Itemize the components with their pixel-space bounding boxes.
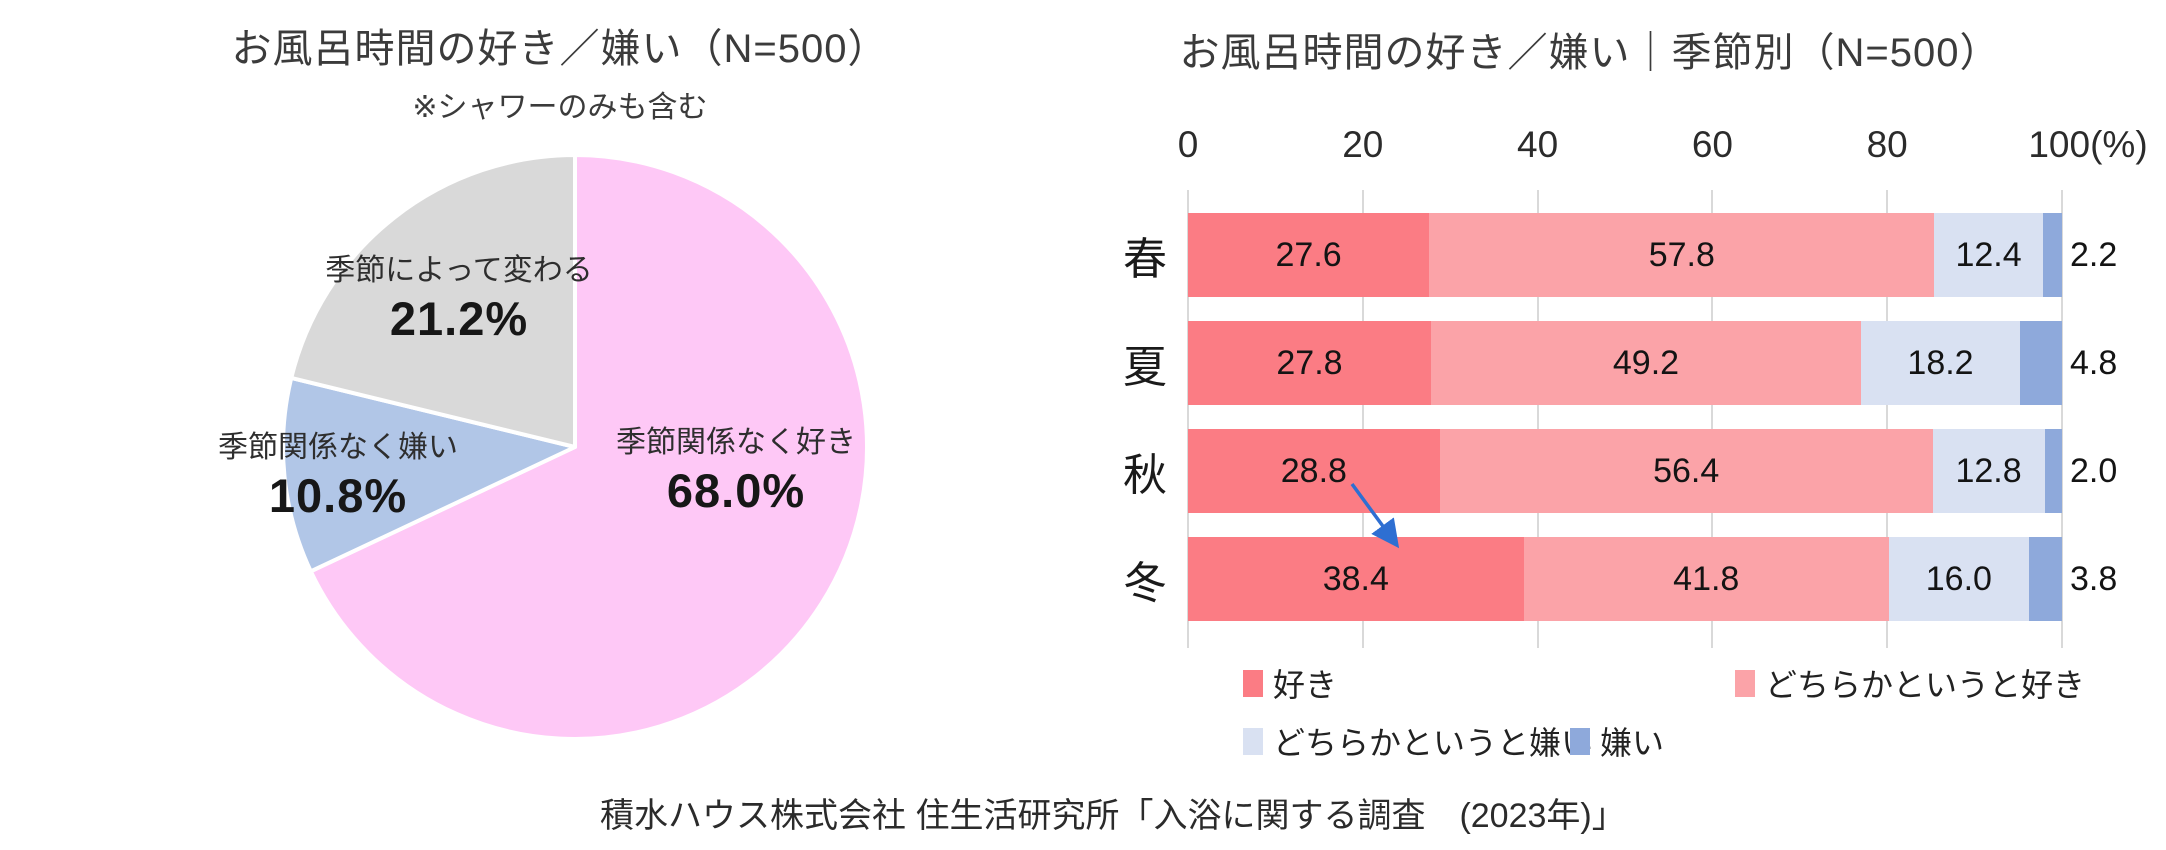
pie-chart bbox=[280, 153, 869, 741]
bar-segment: 38.4 bbox=[1188, 537, 1524, 621]
bar-value-label: 28.8 bbox=[1280, 451, 1347, 490]
legend-label: 好き bbox=[1273, 667, 1338, 703]
gridline bbox=[1187, 190, 1189, 648]
pie-slice bbox=[280, 375, 577, 574]
gridline bbox=[2061, 190, 2063, 648]
legend-swatch bbox=[1243, 669, 1263, 697]
bar-value-label: 2.0 bbox=[2070, 451, 2118, 490]
legend-item: どちらかというと嫌い bbox=[1243, 718, 1593, 764]
bar-value-label: 27.8 bbox=[1276, 343, 1343, 382]
pie-chart-subtitle: ※シャワーのみも含む bbox=[412, 91, 708, 124]
bar-chart-title: お風呂時間の好き／嫌い｜季節別（N=500） bbox=[1179, 31, 2001, 75]
pie-slice bbox=[308, 153, 869, 741]
pie-chart-title: お風呂時間の好き／嫌い（N=500） bbox=[231, 27, 889, 71]
pie-slice bbox=[289, 153, 577, 449]
pie-slice-value: 10.8% bbox=[268, 468, 408, 522]
pie-slice-value: 68.0% bbox=[666, 463, 806, 517]
bar-segment: 12.8 bbox=[1932, 429, 2045, 513]
gridline bbox=[1886, 190, 1889, 648]
x-axis: 0 20 40 60 80 100(%) bbox=[1178, 124, 2148, 174]
bar-row: 38.4 41.8 16.0 3.8 bbox=[1188, 537, 2117, 621]
x-axis-tick: 40 bbox=[1517, 124, 1559, 165]
bar-segment bbox=[2044, 429, 2062, 513]
legend-label: 嫌い bbox=[1600, 725, 1665, 761]
bar-segment: 16.0 bbox=[1888, 537, 2029, 621]
bar-segment bbox=[2020, 321, 2062, 405]
bar-row: 27.8 49.2 18.2 4.8 bbox=[1188, 321, 2117, 405]
category-label: 春 bbox=[1123, 235, 1167, 284]
pie-slice-name: 季節関係なく好き bbox=[616, 425, 856, 459]
category-label: 秋 bbox=[1123, 451, 1167, 500]
source-caption: 積水ハウス株式会社 住生活研究所「入浴に関する調査 (2023年)」 bbox=[600, 797, 1626, 835]
bar-value-label: 16.0 bbox=[1925, 559, 1992, 598]
gridline bbox=[1711, 190, 1714, 648]
pie-label-like: 季節関係なく好き 68.0% bbox=[616, 424, 856, 520]
legend-label: どちらかというと嫌い bbox=[1273, 725, 1594, 761]
x-axis-tick: 20 bbox=[1342, 124, 1384, 165]
bar-segment bbox=[2028, 537, 2062, 621]
bar-value-label: 41.8 bbox=[1673, 559, 1740, 598]
category-label: 夏 bbox=[1123, 343, 1167, 392]
category-label: 冬 bbox=[1123, 559, 1167, 608]
bar-segment: 49.2 bbox=[1430, 321, 1861, 405]
bar-value-label: 18.2 bbox=[1907, 343, 1974, 382]
bar-segment: 57.8 bbox=[1429, 213, 1935, 297]
bar-value-label: 56.4 bbox=[1653, 451, 1720, 490]
bar-value-label: 12.8 bbox=[1955, 451, 2022, 490]
bar-value-label: 49.2 bbox=[1612, 343, 1680, 382]
gridline bbox=[1361, 190, 1364, 648]
legend-swatch bbox=[1243, 727, 1263, 755]
bar-value-label: 27.6 bbox=[1275, 235, 1342, 274]
legend-swatch bbox=[1570, 727, 1590, 755]
bar-row: 27.6 57.8 12.4 2.2 bbox=[1188, 213, 2117, 297]
pie-slice-name: 季節関係なく嫌い bbox=[218, 430, 458, 464]
x-axis-tick: 60 bbox=[1691, 124, 1733, 165]
bar-segment: 18.2 bbox=[1860, 321, 2021, 405]
bar-segment bbox=[2042, 213, 2062, 297]
legend-item: どちらかというと好き bbox=[1735, 660, 2085, 706]
bar-segment: 27.6 bbox=[1188, 213, 1430, 297]
bar-segment: 41.8 bbox=[1523, 537, 1889, 621]
annotation-arrow bbox=[1350, 482, 1400, 549]
pie-slice-name: 季節によって変わる bbox=[325, 253, 593, 287]
bar-value-label: 2.2 bbox=[2070, 235, 2118, 274]
legend-item: 嫌い bbox=[1570, 718, 1664, 764]
bar-value-label: 12.4 bbox=[1955, 235, 2022, 274]
x-axis-tick: 80 bbox=[1866, 124, 1908, 165]
bar-segment: 27.8 bbox=[1188, 321, 1431, 405]
bar-segment: 56.4 bbox=[1439, 429, 1933, 513]
bar-value-label: 57.8 bbox=[1648, 235, 1715, 274]
pie-label-dislike: 季節関係なく嫌い 10.8% bbox=[218, 429, 458, 525]
bar-segment: 28.8 bbox=[1188, 429, 1440, 513]
bar-value-label: 3.8 bbox=[2070, 559, 2118, 598]
bar-value-label: 38.4 bbox=[1322, 559, 1389, 598]
gridline bbox=[1536, 190, 1539, 648]
legend-swatch bbox=[1735, 669, 1755, 697]
x-axis-tick: 100(%) bbox=[2028, 124, 2148, 165]
pie-label-varies: 季節によって変わる 21.2% bbox=[325, 252, 593, 348]
legend-label: どちらかというと好き bbox=[1765, 667, 2086, 703]
bar-segment: 12.4 bbox=[1934, 213, 2043, 297]
bar-row: 28.8 56.4 12.8 2.0 bbox=[1188, 429, 2117, 513]
bar-value-label: 4.8 bbox=[2070, 343, 2118, 382]
bar-plot: 27.6 57.8 12.4 2.2 27.8 49.2 18.2 4.8 28.8 56.4 12… bbox=[1187, 190, 2117, 648]
pie-slice-value: 21.2% bbox=[389, 291, 529, 345]
legend-item: 好き bbox=[1243, 660, 1337, 706]
x-axis-tick: 0 bbox=[1177, 124, 1199, 165]
